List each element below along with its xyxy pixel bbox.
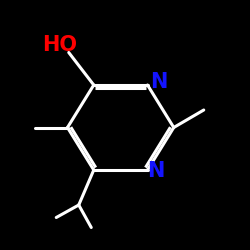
- Text: HO: HO: [42, 35, 78, 55]
- Text: N: N: [150, 72, 168, 92]
- Text: N: N: [148, 161, 165, 181]
